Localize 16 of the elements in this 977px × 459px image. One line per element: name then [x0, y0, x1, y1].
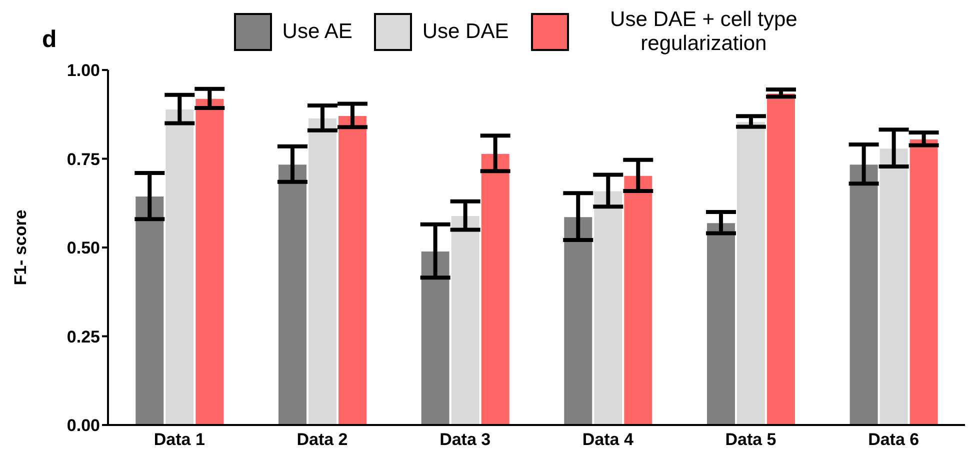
- y-tick-label: 0.00: [66, 416, 100, 436]
- x-tick-label: Data 3: [440, 430, 491, 450]
- text: d: [42, 26, 57, 54]
- x-tick-label: Data 4: [582, 430, 634, 450]
- y-tick-label: 0.75: [66, 150, 100, 169]
- y-tick-label: 0.25: [66, 327, 100, 346]
- x-tick-label: Data 1: [154, 430, 205, 450]
- legend-label: Use DAE + cell type regularization: [609, 8, 798, 56]
- y-tick-label: 1.00: [66, 61, 100, 80]
- x-tick-label: Data 2: [296, 430, 348, 450]
- legend-label: Use AE: [282, 20, 352, 44]
- y-axis-title: F1- score: [11, 210, 30, 286]
- x-tick-label: Data 5: [725, 430, 776, 450]
- y-tick-label: 0.50: [66, 238, 100, 258]
- legend-label: Use DAE: [422, 20, 509, 44]
- x-tick-label: Data 6: [868, 430, 920, 450]
